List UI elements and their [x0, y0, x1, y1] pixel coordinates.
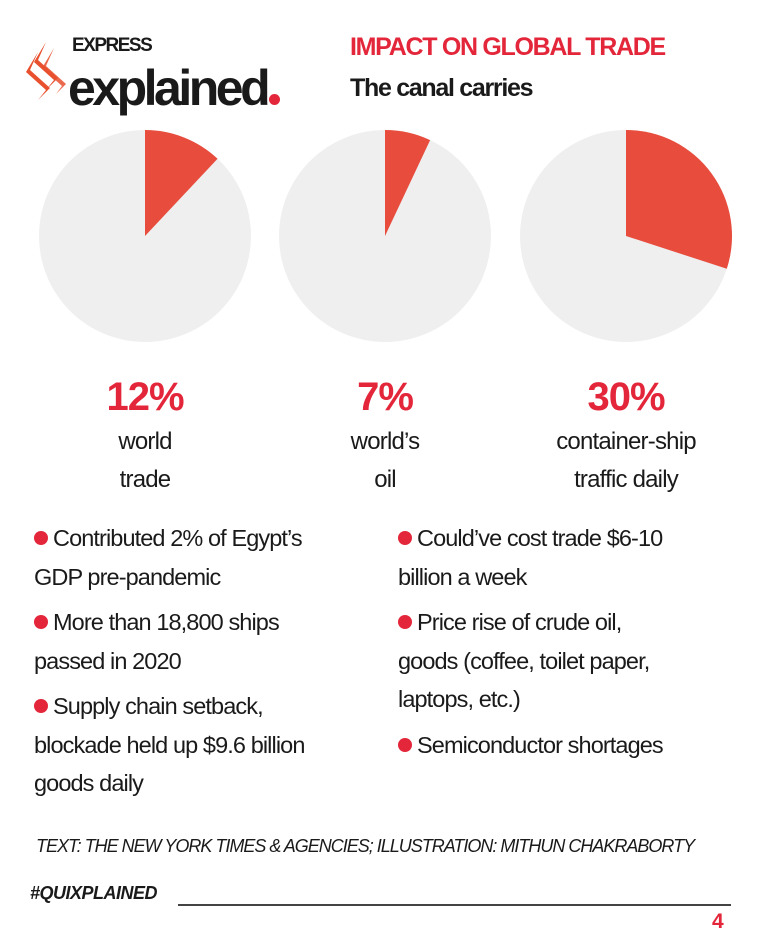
bullet-text: Semiconductor shortages	[417, 732, 664, 758]
page-number: 4	[712, 910, 724, 933]
pie-charts	[39, 130, 732, 342]
bullet-line: Could’ve cost trade $6-10	[398, 519, 663, 558]
bullet-line: Semiconductor shortages	[398, 726, 664, 765]
bullet-dot-icon	[34, 699, 48, 713]
bullet-item: More than 18,800 ships passed in 2020	[34, 603, 280, 681]
pie-value-label: 7%	[357, 375, 414, 419]
pie-caption-line: trade	[119, 466, 172, 493]
bullet-line: Contributed 2% of Egypt’s	[34, 519, 303, 558]
bullet-text: billion a week	[398, 563, 527, 590]
bullet-dot-icon	[398, 738, 412, 752]
bullet-text: More than 18,800 ships	[53, 609, 280, 635]
bullet-line: billion a week	[398, 558, 662, 597]
pie-caption: world’s oil	[265, 423, 505, 499]
pie-caption: world trade	[25, 423, 265, 499]
credit-line: TEXT: THE NEW YORK TIMES & AGENCIES; ILL…	[36, 836, 695, 856]
bullet-item: Supply chain setback, blockade held up $9…	[34, 687, 305, 803]
bullet-item: Semiconductor shortages	[398, 726, 664, 765]
pie-caption-line: world’s	[350, 428, 420, 455]
bullet-line: Price rise of crude oil,	[398, 603, 649, 642]
bullet-text: Price rise of crude oil,	[417, 609, 622, 635]
logo-dot-icon	[269, 94, 281, 105]
pie-slice	[626, 130, 732, 269]
pie-slice	[385, 130, 431, 236]
bullet-text: goods (coffee, toilet paper,	[398, 647, 650, 674]
bullet-text: Supply chain setback,	[53, 693, 264, 719]
bullet-line: passed in 2020	[34, 642, 279, 681]
pie-caption: container-ship traffic daily	[506, 423, 746, 499]
bullet-line: More than 18,800 ships	[34, 603, 280, 642]
bullet-text: blockade held up $9.6 billion	[34, 731, 305, 758]
pie-caption-line: container-ship	[556, 428, 696, 455]
bullet-text: laptops, etc.)	[398, 686, 521, 712]
bullet-line: GDP pre-pandemic	[34, 558, 302, 597]
bullet-dot-icon	[398, 615, 412, 629]
bullet-dot-icon	[398, 531, 412, 545]
logo-explained-text: explained	[68, 60, 271, 116]
bullet-text: Contributed 2% of Egypt’s	[53, 525, 303, 551]
footer-rule	[178, 904, 731, 906]
pie-value-label: 12%	[106, 375, 184, 419]
bullet-text: passed in 2020	[34, 647, 182, 674]
bullet-dot-icon	[34, 531, 48, 545]
bullet-text: Could’ve cost trade $6-10	[417, 525, 663, 551]
bullet-text: GDP pre-pandemic	[34, 563, 221, 590]
bullet-line: laptops, etc.)	[398, 680, 649, 719]
bullet-line: Supply chain setback,	[34, 687, 305, 726]
bullet-item: Contributed 2% of Egypt’s GDP pre-pandemi…	[34, 519, 303, 597]
page-title: IMPACT ON GLOBAL TRADE	[350, 33, 666, 61]
hashtag: #QUIXPLAINED	[30, 883, 158, 903]
pie-slice	[145, 130, 218, 236]
bullet-text: goods daily	[34, 770, 144, 796]
bullet-dot-icon	[34, 615, 48, 629]
pie-caption-line: traffic daily	[574, 466, 679, 493]
bullet-line: goods (coffee, toilet paper,	[398, 642, 650, 681]
bullet-item: Could’ve cost trade $6-10 billion a week	[398, 519, 663, 597]
bullet-item: Price rise of crude oil, goods (coffee, t…	[398, 603, 650, 719]
pie-value-label: 30%	[587, 375, 665, 419]
logo-express: EXPRESS	[72, 35, 153, 56]
bullet-line: goods daily	[34, 764, 305, 803]
pie-caption-line: world	[118, 428, 172, 455]
bullet-line: blockade held up $9.6 billion	[34, 726, 305, 765]
flame-logo-icon	[26, 42, 66, 100]
page-subtitle: The canal carries	[350, 74, 533, 102]
pie-caption-line: oil	[374, 466, 396, 493]
logo-explained: explained	[68, 59, 281, 117]
